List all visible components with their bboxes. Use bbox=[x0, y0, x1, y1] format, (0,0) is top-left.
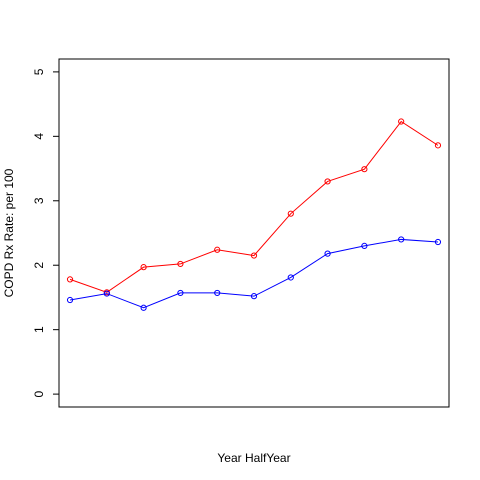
y-tick-label-1: 1 bbox=[32, 326, 46, 333]
y-tick-label-2: 2 bbox=[32, 262, 46, 269]
data-point-0-0 bbox=[66, 276, 74, 283]
y-tick-label-4: 4 bbox=[32, 133, 46, 140]
y-axis-label: COPD Rx Rate: per 100 bbox=[2, 168, 16, 297]
data-point-0-4 bbox=[214, 246, 221, 253]
plot-frame bbox=[58, 58, 450, 408]
data-point-1-8 bbox=[361, 242, 368, 249]
data-point-1-1 bbox=[103, 290, 110, 297]
data-point-0-9 bbox=[398, 118, 405, 125]
data-point-1-4 bbox=[214, 289, 221, 297]
data-point-0-2 bbox=[140, 264, 147, 271]
y-tick-label-5: 5 bbox=[32, 68, 46, 75]
data-point-1-2 bbox=[140, 304, 147, 311]
data-point-1-10 bbox=[434, 238, 442, 246]
data-point-1-0 bbox=[66, 296, 74, 304]
series-0 bbox=[66, 118, 442, 296]
data-point-0-8 bbox=[361, 166, 368, 173]
data-point-1-7 bbox=[324, 250, 331, 257]
y-axis: 0 1 2 3 4 5 bbox=[32, 68, 59, 397]
series-layer bbox=[66, 118, 442, 311]
data-point-0-7 bbox=[324, 178, 331, 185]
data-point-0-10 bbox=[434, 142, 442, 149]
data-point-0-6 bbox=[287, 210, 294, 217]
x-axis-label: Year HalfYear bbox=[217, 451, 290, 465]
series-line-0 bbox=[69, 120, 439, 293]
y-tick-label-0: 0 bbox=[32, 390, 46, 397]
data-point-1-9 bbox=[398, 236, 405, 243]
y-tick-label-3: 3 bbox=[32, 197, 46, 204]
data-point-1-5 bbox=[250, 293, 258, 300]
data-point-0-5 bbox=[250, 252, 258, 259]
series-line-1 bbox=[69, 238, 438, 309]
series-1 bbox=[66, 236, 442, 311]
data-point-0-3 bbox=[177, 260, 184, 268]
data-point-1-3 bbox=[177, 289, 184, 297]
data-point-1-6 bbox=[287, 274, 294, 281]
